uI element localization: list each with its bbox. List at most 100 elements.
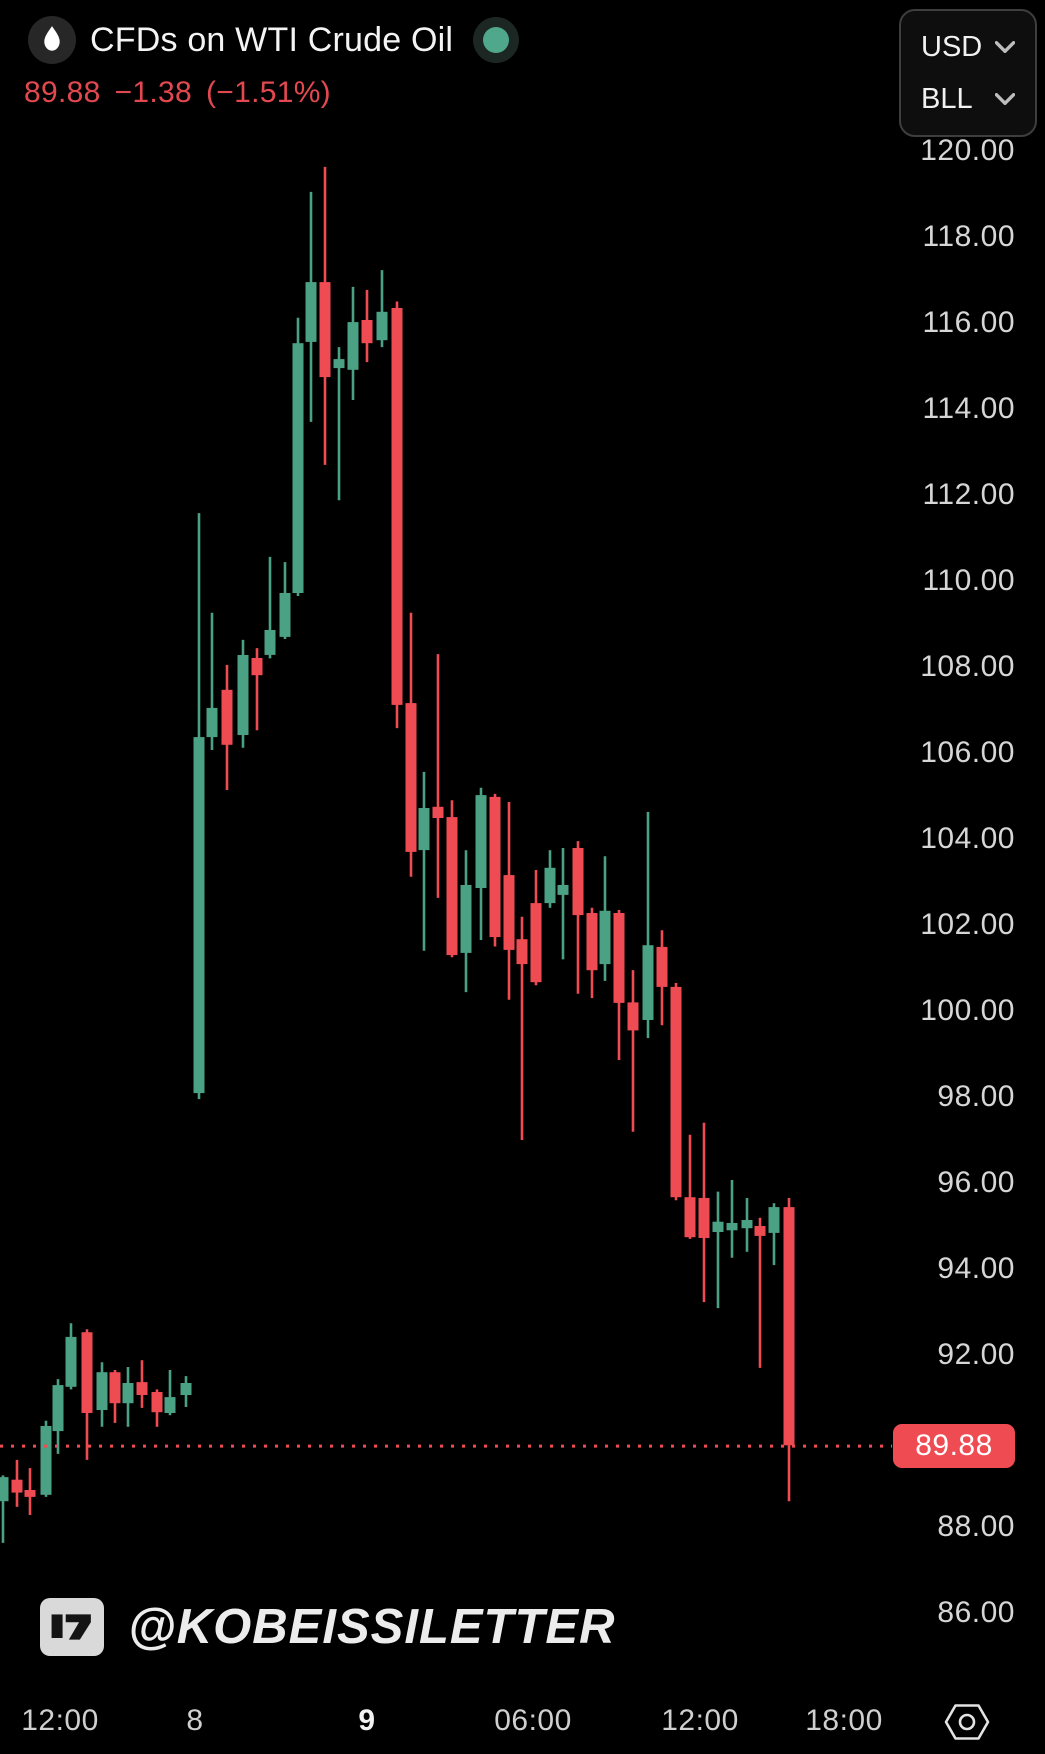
time-axis-label: 8 xyxy=(186,1704,204,1737)
candle-body xyxy=(305,282,317,342)
price-axis-label: 94.00 xyxy=(937,1252,1015,1285)
price-axis-label: 110.00 xyxy=(922,564,1015,597)
tradingview-logo-icon xyxy=(40,1598,104,1656)
price-axis-label: 112.00 xyxy=(922,478,1015,511)
candle-body xyxy=(96,1372,108,1410)
last-price-badge: 89.88 xyxy=(893,1424,1015,1469)
symbol-title[interactable]: CFDs on WTI Crude Oil xyxy=(90,20,454,59)
chevron-down-icon xyxy=(995,41,1015,53)
currency-dropdown[interactable]: USD xyxy=(901,31,1035,64)
candle-body xyxy=(712,1221,724,1232)
candle-body xyxy=(333,359,345,369)
candle-body xyxy=(530,903,542,983)
candle-body xyxy=(52,1385,64,1432)
candle-body xyxy=(544,867,556,904)
watermark-handle: @KOBEISSILETTER xyxy=(128,1600,616,1654)
candle-body xyxy=(11,1479,23,1493)
price-axis-label: 104.00 xyxy=(920,822,1015,855)
candle-body xyxy=(279,593,291,637)
currency-value: USD xyxy=(921,30,983,63)
candle-body xyxy=(489,796,501,938)
quote-change-pct: (−1.51%) xyxy=(206,76,331,109)
candle-body xyxy=(432,806,444,818)
candle-body xyxy=(264,630,276,655)
candle-body xyxy=(670,986,682,1198)
candle-body xyxy=(475,795,487,888)
price-axis-label: 116.00 xyxy=(922,306,1015,339)
candle-body xyxy=(24,1490,36,1497)
candle-body xyxy=(251,658,263,676)
price-axis-label: 86.00 xyxy=(937,1596,1015,1629)
candle-body xyxy=(741,1220,753,1229)
watermark: @KOBEISSILETTER xyxy=(40,1598,616,1656)
time-axis-label: 18:00 xyxy=(805,1704,883,1737)
candle-body xyxy=(586,913,598,971)
candle-body xyxy=(81,1332,93,1413)
candle-body xyxy=(292,343,304,593)
price-axis-label: 106.00 xyxy=(920,736,1015,769)
candle-body xyxy=(557,885,569,895)
unit-dropdown[interactable]: BLL xyxy=(901,83,1035,116)
candle-body xyxy=(109,1372,121,1404)
candle-body xyxy=(446,817,458,956)
unit-selector: USD BLL xyxy=(899,9,1037,137)
chevron-down-icon xyxy=(995,93,1015,105)
candle-body xyxy=(783,1207,795,1446)
candle-body xyxy=(698,1198,710,1238)
candle-body xyxy=(206,707,218,738)
candle-body xyxy=(221,689,233,745)
time-axis-label: 12:00 xyxy=(661,1704,739,1737)
candle-body xyxy=(613,913,625,1003)
price-axis-label: 96.00 xyxy=(937,1166,1015,1199)
candle-body xyxy=(754,1226,766,1236)
settings-hexagon-icon[interactable] xyxy=(944,1700,990,1744)
candle-body xyxy=(627,1002,639,1031)
candle-body xyxy=(503,875,515,950)
time-axis-label: 12:00 xyxy=(21,1704,99,1737)
oil-drop-icon xyxy=(28,16,76,64)
price-axis-label: 98.00 xyxy=(937,1080,1015,1113)
candle-body xyxy=(391,308,403,705)
candle-body xyxy=(642,945,654,1020)
candle-body xyxy=(361,320,373,344)
candle-body xyxy=(40,1426,52,1495)
candle-body xyxy=(405,703,417,852)
candle-body xyxy=(768,1207,780,1233)
candle-body xyxy=(418,808,430,851)
candle-body xyxy=(599,910,611,965)
candle-body xyxy=(684,1197,696,1238)
symbol-header: CFDs on WTI Crude Oil xyxy=(28,16,520,64)
price-axis-label: 102.00 xyxy=(920,908,1015,941)
time-axis-label: 9 xyxy=(358,1704,376,1737)
market-status-dot[interactable] xyxy=(473,17,520,63)
price-axis-label: 88.00 xyxy=(937,1510,1015,1543)
quote-row: 89.88 −1.38 (−1.51%) xyxy=(24,76,331,110)
candle-body xyxy=(164,1397,176,1413)
candle-body xyxy=(572,848,584,916)
candle-body xyxy=(319,282,331,378)
price-axis-label: 108.00 xyxy=(920,650,1015,683)
price-axis-label: 120.00 xyxy=(920,134,1015,167)
price-axis-label: 100.00 xyxy=(920,994,1015,1027)
candle-body xyxy=(237,655,249,735)
candle-body xyxy=(151,1392,163,1413)
candle-body xyxy=(726,1223,738,1231)
candle-body xyxy=(460,885,472,953)
quote-change: −1.38 xyxy=(114,76,192,109)
candle-body xyxy=(193,737,205,1094)
price-axis-label: 118.00 xyxy=(922,220,1015,253)
candle-body xyxy=(516,939,528,965)
quote-price: 89.88 xyxy=(24,76,101,109)
candle-body xyxy=(65,1336,77,1387)
unit-value: BLL xyxy=(921,82,973,115)
candle-body xyxy=(0,1477,9,1502)
time-axis-label: 06:00 xyxy=(494,1704,572,1737)
price-axis-label: 114.00 xyxy=(922,392,1015,425)
candle-body xyxy=(376,311,388,341)
candle-body xyxy=(180,1383,192,1395)
price-axis-label: 92.00 xyxy=(937,1338,1015,1371)
candle-body xyxy=(122,1383,134,1404)
candle-body xyxy=(656,946,668,987)
